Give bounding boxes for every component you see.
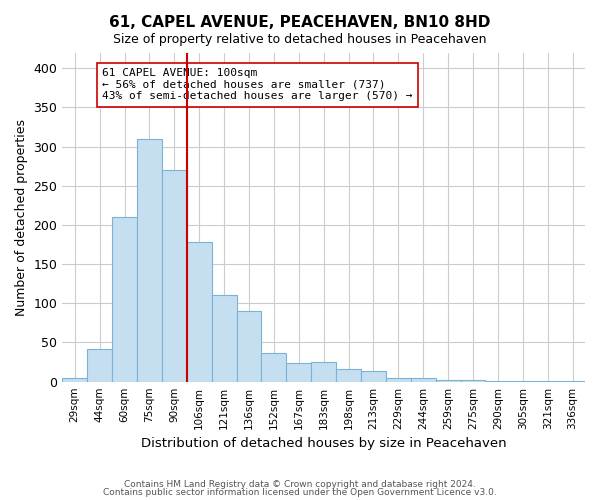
Bar [461,380,485,382]
Bar [236,311,262,382]
Bar [212,296,236,382]
Bar [560,381,585,382]
Bar [286,363,311,382]
Bar [137,138,162,382]
Bar [336,369,361,382]
Y-axis label: Number of detached properties: Number of detached properties [15,118,28,316]
Bar [311,362,336,382]
Bar [187,242,212,382]
Text: Contains HM Land Registry data © Crown copyright and database right 2024.: Contains HM Land Registry data © Crown c… [124,480,476,489]
Bar [262,352,286,382]
Bar [62,378,87,382]
X-axis label: Distribution of detached houses by size in Peacehaven: Distribution of detached houses by size … [141,437,506,450]
Bar [411,378,436,382]
Bar [361,372,386,382]
Bar [87,349,112,382]
Bar [485,381,511,382]
Bar [386,378,411,382]
Bar [112,217,137,382]
Bar [162,170,187,382]
Bar [511,381,535,382]
Text: 61, CAPEL AVENUE, PEACEHAVEN, BN10 8HD: 61, CAPEL AVENUE, PEACEHAVEN, BN10 8HD [109,15,491,30]
Text: Contains public sector information licensed under the Open Government Licence v3: Contains public sector information licen… [103,488,497,497]
Text: Size of property relative to detached houses in Peacehaven: Size of property relative to detached ho… [113,32,487,46]
Text: 61 CAPEL AVENUE: 100sqm
← 56% of detached houses are smaller (737)
43% of semi-d: 61 CAPEL AVENUE: 100sqm ← 56% of detache… [102,68,413,102]
Bar [535,381,560,382]
Bar [436,380,461,382]
